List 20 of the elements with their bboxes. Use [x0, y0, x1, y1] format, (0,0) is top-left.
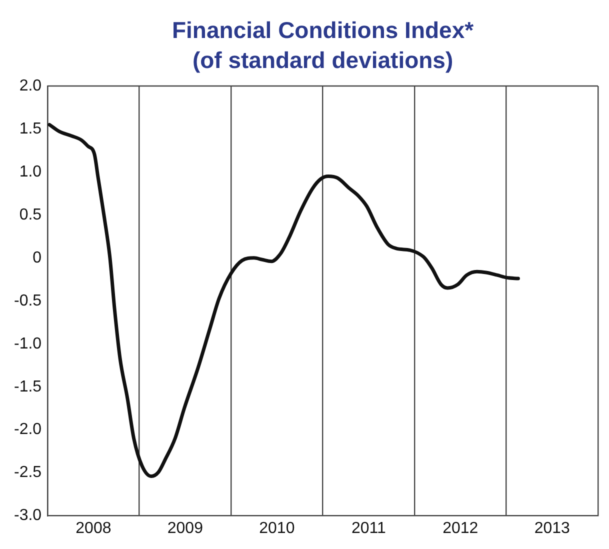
x-tick-label: 2011 [351, 520, 386, 537]
y-tick-label: 1.0 [19, 163, 42, 180]
y-tick-label: -1.0 [14, 335, 42, 352]
y-tick-label: 0.5 [19, 206, 42, 224]
chart-subtitle: (of standard deviations) [192, 47, 454, 73]
x-tick-label: 2010 [259, 520, 295, 537]
x-tick-label: 2009 [167, 520, 204, 537]
y-tick-label: -2.5 [14, 464, 42, 482]
chart-title: Financial Conditions Index* [172, 17, 474, 43]
y-tick-label: -3.0 [14, 507, 42, 524]
y-tick-label: -2.0 [14, 421, 42, 438]
x-tick-label: 2012 [442, 520, 478, 537]
y-tick-label: -0.5 [14, 292, 42, 310]
line-series [48, 122, 520, 478]
y-tick-label: 0 [32, 249, 42, 266]
y-tick-label: -1.5 [14, 378, 42, 396]
y-tick-label: 2.0 [19, 77, 42, 94]
x-tick-label: 2013 [534, 520, 570, 537]
x-tick-label: 2008 [76, 520, 112, 537]
y-tick-label: 1.5 [19, 120, 42, 138]
